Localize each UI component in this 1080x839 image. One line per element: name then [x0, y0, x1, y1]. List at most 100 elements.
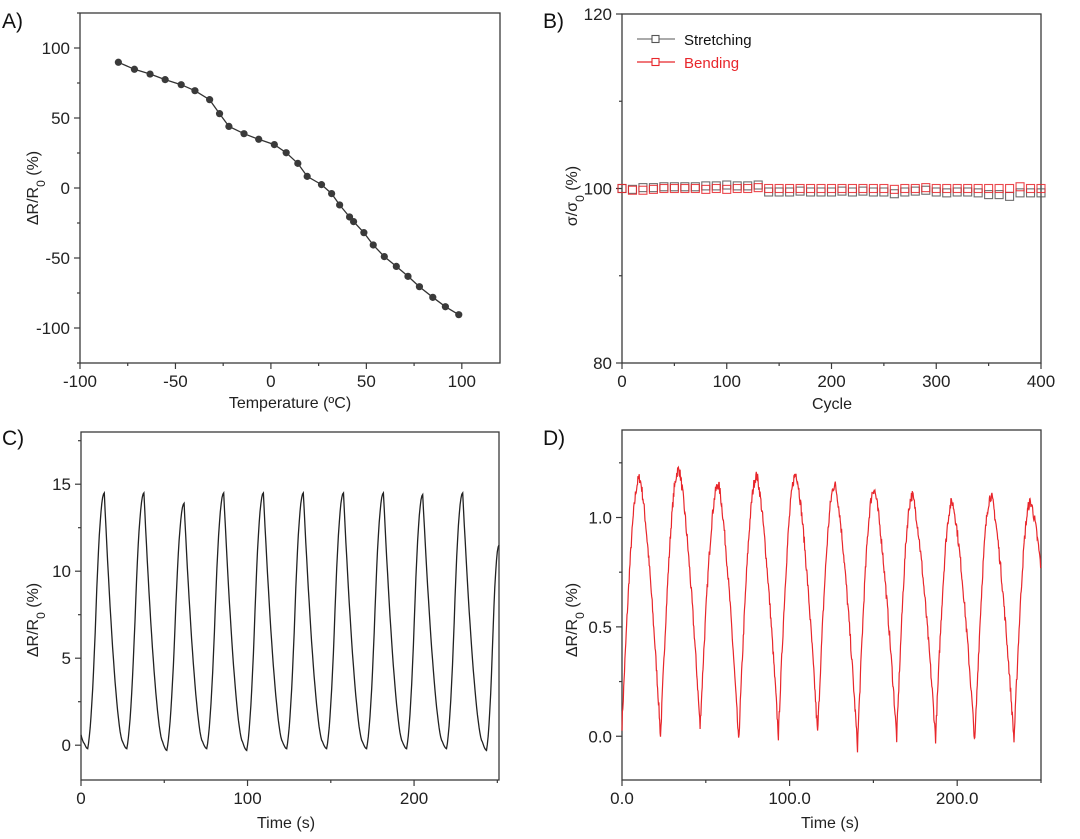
x-tick-label: 200.0 [936, 789, 979, 808]
legend-label-bending: Bending [684, 55, 739, 72]
data-point-bending [764, 183, 774, 194]
data-point [369, 241, 377, 249]
data-point-bending [753, 183, 763, 193]
data-point-bending [774, 183, 784, 194]
panel-c: C) 0 100 200 0 5 10 15 Time (s) ΔR/R0 (%) [2, 427, 500, 832]
legend-entry-bending: Bending [637, 55, 739, 72]
series-line [621, 465, 1042, 753]
data-point-bending [1015, 182, 1025, 192]
y-tick-label: -100 [36, 319, 70, 338]
data-point-bending [942, 183, 952, 194]
data-point [270, 141, 278, 149]
y-tick-label: -50 [45, 249, 70, 268]
y-tick-label: 0 [61, 179, 70, 198]
y-tick-label: 1.0 [588, 509, 612, 528]
data-point-bending [701, 184, 711, 194]
data-point [206, 96, 214, 104]
data-point-bending [648, 184, 658, 194]
y-tick-label: 0.5 [588, 618, 612, 637]
data-point-stretching [732, 181, 742, 191]
data-point-bending [690, 183, 700, 194]
data-point-stretching [910, 186, 920, 196]
data-point-bending [879, 183, 889, 194]
x-tick-label: 100 [448, 372, 476, 391]
data-b [617, 180, 1046, 201]
data-point-bending [910, 183, 920, 194]
y-tick-label: 10 [52, 562, 71, 581]
data-point [404, 272, 412, 280]
data-point-bending [743, 183, 753, 194]
data-point-bending [973, 183, 983, 194]
data-point [360, 229, 368, 237]
data-point-bending [617, 183, 627, 194]
data-point [114, 58, 122, 66]
data-point-bending [963, 183, 973, 194]
y-tick-label: 80 [593, 354, 612, 373]
y-tick-label: 120 [584, 5, 612, 24]
data-point [282, 149, 290, 157]
data-point-stretching [638, 183, 648, 193]
data-point-stretching [753, 180, 763, 190]
data-point-bending [795, 183, 805, 194]
x-tick-label: 0 [617, 372, 626, 391]
y-tick-label: 100 [584, 180, 612, 199]
x-tick-label: 100 [713, 372, 741, 391]
data-point [349, 218, 358, 226]
data-point-bending [826, 183, 837, 194]
panel-label-d: D) [543, 427, 565, 450]
panel-b: B) 0 100 200 300 400 80 100 120 Stretching Bend… [543, 5, 1055, 413]
ticks-a: -100 -50 0 50 100 -100 -50 0 50 100 [36, 12, 476, 391]
data-point-bending [900, 183, 910, 194]
y-axis-label-b: σ/σ0 (%) [564, 166, 587, 226]
data-point-bending [921, 183, 931, 193]
y-tick-label: 50 [51, 109, 70, 128]
data-d [621, 465, 1042, 753]
data-point-bending [868, 183, 878, 194]
data-point-bending [669, 183, 679, 194]
data-point-bending [638, 185, 648, 195]
y-axis-label-c: ΔR/R0 (%) [25, 583, 48, 657]
x-tick-label: 400 [1027, 372, 1055, 391]
x-tick-label: 0 [76, 789, 85, 808]
data-point-bending [816, 183, 826, 194]
data-point-bending [1025, 183, 1036, 194]
y-tick-label: 5 [62, 649, 71, 668]
legend-entry-stretching: Stretching [637, 32, 752, 49]
x-tick-label: 200 [400, 789, 428, 808]
data-point-stretching [994, 190, 1004, 200]
ticks-d: 0.0 100.0 200.0 0.0 0.5 1.0 [588, 462, 1042, 808]
data-point [225, 122, 233, 130]
data-point [336, 201, 344, 209]
data-point-stretching [1015, 188, 1025, 198]
data-a [114, 58, 463, 319]
y-tick-label: 0.0 [588, 727, 612, 746]
plot-frame-a [79, 12, 501, 364]
legend-b: Stretching Bending [637, 32, 752, 72]
ticks-c: 0 100 200 0 5 10 15 [52, 440, 498, 808]
data-c [80, 490, 500, 752]
panel-a: A) -100 -50 0 50 100 -100 -50 0 50 100 Temperatur… [2, 10, 501, 412]
y-axis-label-a: ΔR/R0 (%) [25, 151, 48, 225]
x-tick-label: 200 [817, 372, 845, 391]
data-point [303, 172, 311, 180]
data-point [317, 181, 326, 189]
data-point-bending [722, 184, 732, 194]
x-tick-label: 0 [266, 372, 275, 391]
data-point [294, 159, 302, 167]
ticks-b: 0 100 200 300 400 80 100 120 [584, 5, 1056, 391]
data-point [161, 76, 169, 84]
data-point-bending [984, 183, 994, 194]
data-point [215, 110, 224, 118]
panel-d: D) 0.0 100.0 200.0 0.0 0.5 1.0 Time (s) ΔR/R0… [543, 427, 1042, 832]
data-point-bending [858, 183, 868, 194]
data-point [455, 311, 463, 319]
x-axis-label-a: Temperature (ºC) [229, 395, 351, 412]
data-point-bending [847, 183, 858, 194]
data-point-bending [952, 183, 962, 194]
data-point [328, 190, 336, 198]
data-point-bending [711, 183, 721, 194]
series-line [80, 490, 500, 752]
plot-frame-d [621, 429, 1042, 781]
data-point-stretching [1005, 191, 1015, 201]
